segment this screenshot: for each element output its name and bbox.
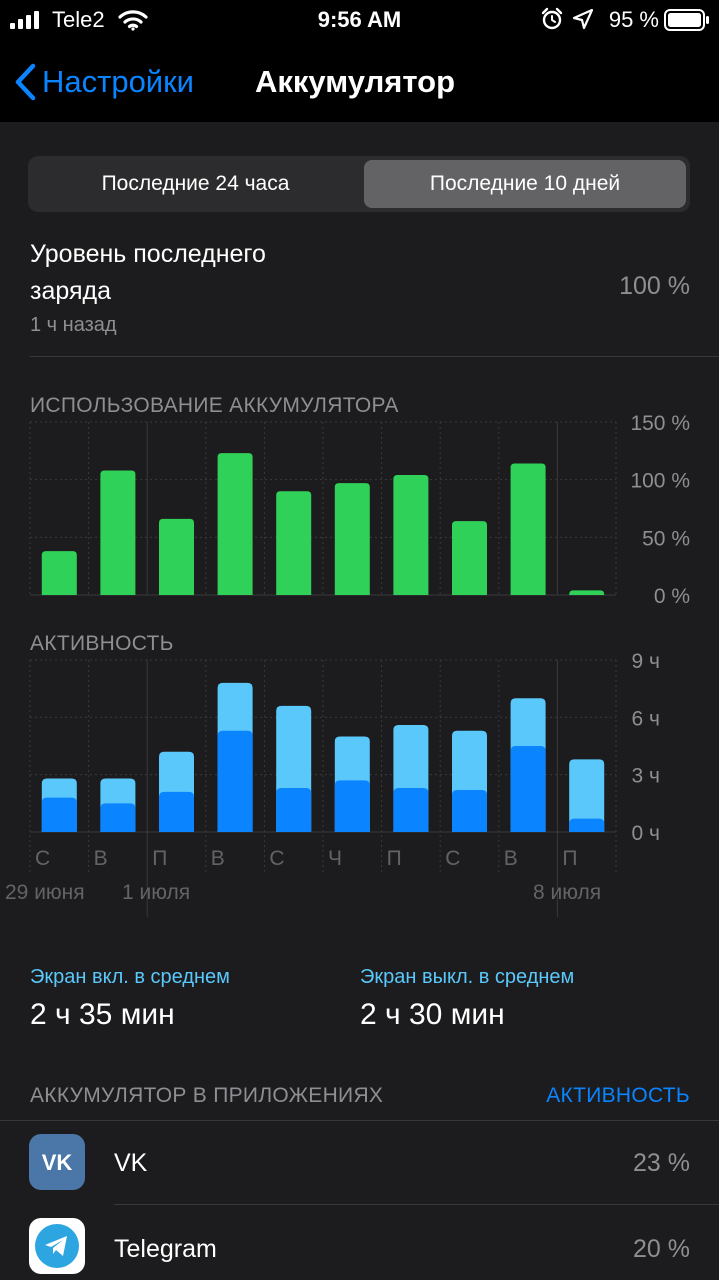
activity-bar-screen-on xyxy=(41,797,77,832)
usage-bar xyxy=(100,470,136,595)
alarm-icon xyxy=(541,7,563,30)
svg-text:VK: VK xyxy=(42,1150,73,1174)
app-percent: 20 % xyxy=(633,1235,690,1263)
page-title: Аккумулятор xyxy=(255,64,456,99)
battery-usage-chart: 150 % 100 % 50 % 0 % xyxy=(29,412,690,608)
date-label: 8 июля xyxy=(533,881,601,904)
chevron-left-icon xyxy=(15,63,36,101)
usage-bar xyxy=(452,521,487,595)
date-label: 29 июня xyxy=(5,881,85,904)
screen-on-value: 2 ч 35 мин xyxy=(30,998,175,1031)
signal-icon xyxy=(10,11,39,29)
carrier-label: Tele2 xyxy=(52,7,105,32)
app-percent: 23 % xyxy=(633,1149,690,1177)
screen-on-label: Экран вкл. в среднем xyxy=(30,966,230,988)
y-tick-label: 3 ч xyxy=(632,765,660,788)
day-label: П xyxy=(562,847,577,870)
activity-bar-screen-on xyxy=(393,788,429,832)
battery-icon xyxy=(664,9,709,31)
activity-bar-screen-on xyxy=(217,730,253,832)
usage-bar xyxy=(510,463,546,595)
y-tick-label: 150 % xyxy=(630,412,690,435)
segment-last-10-days[interactable]: Последние 10 дней xyxy=(364,160,686,208)
activity-chart: 9 ч 6 ч 3 ч 0 ч С В П В С Ч П С В П 29 июня 1 июля 8 июл… xyxy=(5,650,660,917)
last-charge-label: Уровень последнего заряда xyxy=(30,240,266,305)
activity-bar-screen-on xyxy=(334,780,370,832)
activity-bar-screen-off xyxy=(569,759,605,832)
activity-bar-screen-on xyxy=(569,818,605,832)
usage-bar xyxy=(159,518,194,595)
segment-last-24-hours[interactable]: Последние 24 часа xyxy=(101,172,290,195)
day-label: В xyxy=(94,847,108,870)
y-tick-label: 50 % xyxy=(642,527,690,550)
battery-percent: 95 % xyxy=(608,7,659,32)
activity-toggle-link[interactable]: АКТИВНОСТЬ xyxy=(546,1084,690,1107)
back-button[interactable]: Настройки xyxy=(14,60,194,104)
divider xyxy=(0,1120,719,1121)
activity-bar-screen-on xyxy=(510,746,546,832)
y-tick-label: 6 ч xyxy=(632,707,660,730)
divider xyxy=(30,356,719,357)
activity-bar-screen-on xyxy=(159,791,194,832)
period-segmented-control: Последние 24 часа Последние 10 дней xyxy=(28,156,690,212)
activity-bar-screen-on xyxy=(452,789,487,832)
screen-off-label: Экран выкл. в среднем xyxy=(360,966,575,988)
app-name: VK xyxy=(114,1149,148,1177)
y-tick-label: 9 ч xyxy=(632,650,660,673)
day-label: Ч xyxy=(328,847,342,870)
last-charge-value: 100 % xyxy=(619,272,690,300)
app-name: Telegram xyxy=(114,1235,217,1263)
clock: 9:56 AM xyxy=(317,7,402,32)
y-tick-label: 0 % xyxy=(654,585,690,608)
y-tick-label: 100 % xyxy=(630,470,690,493)
day-label: В xyxy=(211,847,225,870)
usage-bar xyxy=(276,491,312,595)
activity-header: АКТИВНОСТЬ xyxy=(30,632,174,655)
day-label: С xyxy=(445,847,460,870)
app-row-vk[interactable]: VK VK 23 % xyxy=(0,1121,719,1205)
activity-bar-screen-on xyxy=(100,803,136,832)
back-button-label: Настройки xyxy=(42,64,195,99)
date-label: 1 июля xyxy=(122,881,190,904)
status-bar: Tele2 9:56 AM 95 % xyxy=(0,0,719,40)
day-label: С xyxy=(35,847,50,870)
usage-bar xyxy=(569,590,605,595)
activity-bar-screen-on xyxy=(276,788,312,832)
vk-icon: VK xyxy=(29,1134,85,1190)
y-tick-label: 0 ч xyxy=(632,822,660,845)
day-label: П xyxy=(387,847,402,870)
day-label: П xyxy=(152,847,167,870)
usage-bar xyxy=(393,475,429,595)
wifi-icon xyxy=(118,10,148,31)
telegram-icon xyxy=(29,1218,85,1274)
screen-off-value: 2 ч 30 мин xyxy=(360,998,505,1031)
navigation-bar: Настройки Аккумулятор xyxy=(0,40,719,122)
day-label: В xyxy=(504,847,518,870)
battery-usage-header: ИСПОЛЬЗОВАНИЕ АККУМУЛЯТОРА xyxy=(30,394,399,417)
day-label: С xyxy=(269,847,284,870)
apps-battery-header: АККУМУЛЯТОР В ПРИЛОЖЕНИЯХ xyxy=(30,1084,384,1107)
location-icon xyxy=(572,8,594,30)
usage-bar xyxy=(41,551,77,595)
divider xyxy=(114,1204,719,1205)
usage-bar xyxy=(334,483,370,595)
last-charge-time: 1 ч назад xyxy=(30,314,117,336)
app-row-telegram[interactable]: Telegram 20 % xyxy=(0,1205,719,1280)
usage-bar xyxy=(217,453,253,595)
